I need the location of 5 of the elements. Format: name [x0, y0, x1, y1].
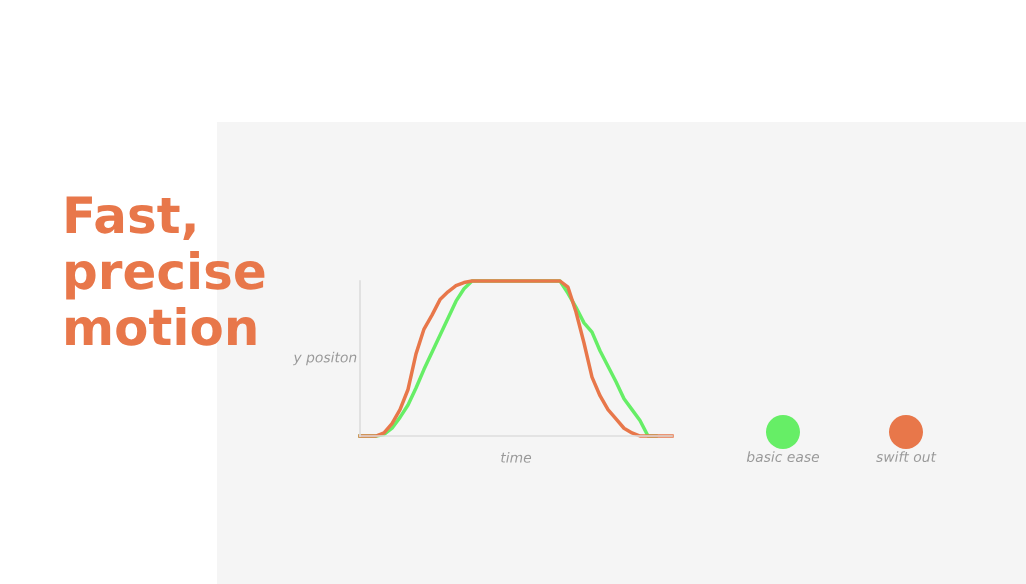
- text: basic ease: [746, 451, 820, 463]
- y-axis-title: y positon: [293, 351, 357, 366]
- text: swift out: [876, 451, 937, 463]
- x-axis-title: time: [501, 451, 532, 463]
- chart-title: Fast, precise motion: [66, 196, 265, 346]
